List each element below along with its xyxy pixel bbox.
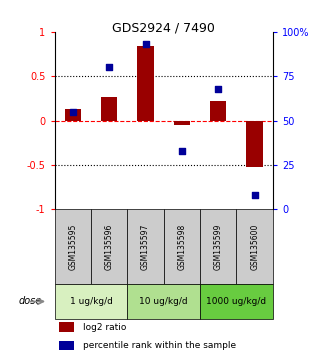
Bar <box>65 109 81 121</box>
Bar <box>137 46 154 121</box>
Text: 10 ug/kg/d: 10 ug/kg/d <box>139 297 188 306</box>
Point <box>70 109 75 115</box>
Bar <box>91 209 127 284</box>
Text: GSM135600: GSM135600 <box>250 223 259 270</box>
Bar <box>200 284 273 319</box>
Text: GSM135595: GSM135595 <box>68 223 77 270</box>
Bar <box>55 209 91 284</box>
Bar <box>210 101 226 121</box>
Text: GSM135599: GSM135599 <box>214 223 223 270</box>
Bar <box>59 341 74 350</box>
Point <box>107 64 112 70</box>
Point <box>179 148 185 154</box>
Bar <box>55 284 127 319</box>
Bar <box>59 322 74 332</box>
Point <box>143 41 148 47</box>
Bar <box>200 209 237 284</box>
Text: GSM135597: GSM135597 <box>141 223 150 270</box>
Point <box>216 86 221 91</box>
Text: 1 ug/kg/d: 1 ug/kg/d <box>70 297 112 306</box>
Text: GDS2924 / 7490: GDS2924 / 7490 <box>112 21 215 34</box>
Bar <box>174 121 190 125</box>
Point <box>252 192 257 198</box>
Bar <box>247 121 263 167</box>
Text: percentile rank within the sample: percentile rank within the sample <box>83 341 236 350</box>
Bar <box>127 284 200 319</box>
Text: 1000 ug/kg/d: 1000 ug/kg/d <box>206 297 266 306</box>
Bar <box>237 209 273 284</box>
Bar <box>101 97 117 121</box>
Text: GSM135596: GSM135596 <box>105 223 114 270</box>
Text: GSM135598: GSM135598 <box>178 223 187 270</box>
Text: dose: dose <box>19 297 42 307</box>
Bar <box>164 209 200 284</box>
Bar <box>127 209 164 284</box>
Text: log2 ratio: log2 ratio <box>83 323 126 332</box>
